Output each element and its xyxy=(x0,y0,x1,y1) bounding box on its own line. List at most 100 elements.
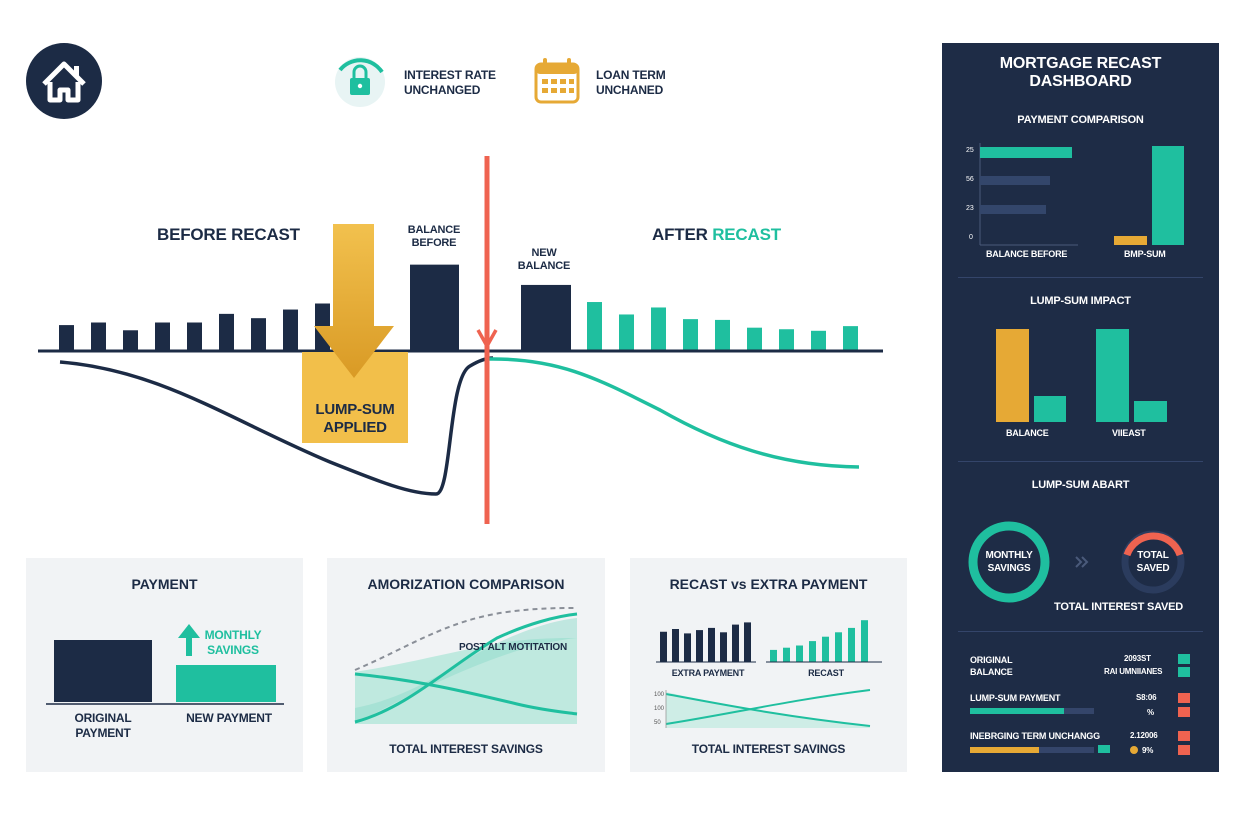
recast-label: RECAST xyxy=(808,668,844,678)
mini-tick-1: 100 xyxy=(654,692,665,698)
dashboard-title: MORTGAGE RECAST DASHBOARD xyxy=(999,55,1162,90)
recast-bar xyxy=(861,620,868,662)
extra-payment-label: EXTRA PAYMENT xyxy=(671,668,745,678)
recast-bar xyxy=(835,632,842,662)
before-bar xyxy=(155,322,170,351)
summary-term-label: INEBRGING TERM UNCHANGG xyxy=(970,731,1100,741)
summary-term-swatch-teal xyxy=(1098,745,1110,753)
pc-bar-2 xyxy=(980,176,1050,185)
lump-sum-arrow xyxy=(314,224,394,378)
amortization-chart xyxy=(354,607,578,724)
mortgage-dashboard: MORTGAGE RECAST DASHBOARD PAYMENT COMPAR… xyxy=(942,43,1219,772)
lock-icon xyxy=(335,57,385,107)
monthly-savings-label: MONTHLY SAVINGS xyxy=(204,628,262,657)
recast-bar xyxy=(822,636,829,662)
lsi-teal-tall xyxy=(1096,329,1129,422)
new-payment-label: NEW PAYMENT xyxy=(186,711,272,725)
lsi-teal-small-2 xyxy=(1134,401,1167,422)
summary-row1-swatch-2 xyxy=(1178,667,1190,677)
monthly-savings-ring xyxy=(968,521,1050,603)
summary-row3-swatch-2 xyxy=(1178,745,1190,755)
total-saved-ring xyxy=(1123,532,1184,557)
recast-bar xyxy=(770,649,777,662)
lump-sum-impact-title: LUMP-SUM IMPACT xyxy=(1030,295,1131,307)
loan-term-label: LOAN TERM UNCHANED xyxy=(596,68,666,97)
mini-falling-line xyxy=(665,693,871,727)
pc-bar-1 xyxy=(980,147,1072,158)
recast-vs-extra-panel: RECAST vs EXTRA PAYMENT 100 100 50 EXTRA… xyxy=(630,558,907,772)
main-recast-chart xyxy=(26,43,883,524)
original-payment-label: ORIGINAL PAYMENT xyxy=(74,711,132,740)
amortization-footer: TOTAL INTEREST SAVINGS xyxy=(389,742,543,756)
summary-row2-v1: S8:06 xyxy=(1136,693,1157,702)
summary-lump-sum-bar xyxy=(970,708,1094,714)
lsi-gold-bar xyxy=(996,329,1029,422)
extra-area xyxy=(666,692,870,728)
after-bar xyxy=(651,307,666,351)
recast-arrow xyxy=(476,329,498,350)
before-bar xyxy=(123,330,138,351)
before-recast-label: BEFORE RECAST xyxy=(157,225,300,244)
summary-term-dot xyxy=(1130,746,1138,754)
pc-label-bmp-sum: BMP-SUM xyxy=(1124,249,1166,259)
post-amortization-label: POST ALT MOTITATION xyxy=(459,642,568,653)
up-arrow-icon xyxy=(178,624,200,656)
pc-bar-gold xyxy=(1114,236,1147,245)
dash-separator-1 xyxy=(958,277,1203,278)
new-payment-bar xyxy=(176,665,276,702)
after-bar xyxy=(843,326,858,351)
summary-row2-swatch-2 xyxy=(1178,707,1190,717)
chevron-icon xyxy=(1075,556,1089,568)
summary-lump-sum-label: LUMP-SUM PAYMENT xyxy=(970,693,1061,703)
summary-row1-swatch-1 xyxy=(1178,654,1190,664)
extra-payment-bar xyxy=(672,629,679,662)
amort-dashed-line xyxy=(354,607,578,671)
after-word: AFTER xyxy=(652,225,708,244)
before-bar xyxy=(91,322,106,351)
lump-sum-apart-title: LUMP-SUM ABART xyxy=(1031,479,1130,491)
extra-payment-bar xyxy=(720,632,727,662)
summary-row3-v2: 9% xyxy=(1142,746,1154,755)
before-bar xyxy=(283,309,298,351)
lump-sum-impact-chart xyxy=(996,329,1167,422)
recast-word: RECAST xyxy=(712,225,781,244)
after-bar xyxy=(587,302,602,351)
summary-original-balance-label: ORIGINAL BALANCE xyxy=(970,655,1013,677)
amortization-title: AMORIZATION COMPARISON xyxy=(367,576,565,592)
amort-falling-line xyxy=(354,672,578,716)
balance-before-bar xyxy=(410,264,459,351)
before-bar xyxy=(219,313,234,351)
extra-payment-bar xyxy=(684,633,691,662)
lump-sum-label: LUMP-SUM APPLIED xyxy=(315,401,395,436)
extra-payment-bar xyxy=(708,627,715,662)
recast-vs-extra-chart xyxy=(656,620,882,728)
payment-chart xyxy=(46,624,284,705)
recast-bar xyxy=(809,641,816,662)
payment-comparison-chart xyxy=(979,143,1184,246)
extra-payment-bar xyxy=(696,630,703,662)
summary-row1-v2: RAI UMNIIANES xyxy=(1104,667,1163,676)
pc-bar-teal xyxy=(1152,146,1184,245)
home-icon[interactable] xyxy=(26,43,102,119)
lsi-label-viieast: VIIEAST xyxy=(1112,428,1146,438)
extra-payment-bar xyxy=(660,631,667,662)
dash-separator-3 xyxy=(958,631,1203,632)
new-balance-bar xyxy=(521,284,571,351)
mini-tick-3: 50 xyxy=(654,720,661,726)
after-bar xyxy=(811,330,826,351)
after-bar xyxy=(619,314,634,351)
savings-rings xyxy=(968,521,1185,603)
summary-row2-v2: % xyxy=(1147,708,1154,717)
summary-row1-v1: 2093ST xyxy=(1124,654,1151,663)
dash-separator-2 xyxy=(958,461,1203,462)
amort-rising-line xyxy=(354,612,578,724)
new-balance-label: NEW BALANCE xyxy=(517,247,571,272)
summary-term-bar xyxy=(970,747,1094,753)
extra-payment-bar xyxy=(744,622,751,662)
pc-bar-3 xyxy=(980,205,1046,214)
pc-tick-25: 25 xyxy=(966,147,974,154)
total-interest-saved-text: TOTAL INTEREST SAVED xyxy=(1054,601,1184,613)
monthly-savings-text: MONTHLY SAVINGS xyxy=(985,550,1033,574)
extra-payment-bar xyxy=(732,624,739,662)
recast-vs-extra-title: RECAST vs EXTRA PAYMENT xyxy=(669,576,868,592)
